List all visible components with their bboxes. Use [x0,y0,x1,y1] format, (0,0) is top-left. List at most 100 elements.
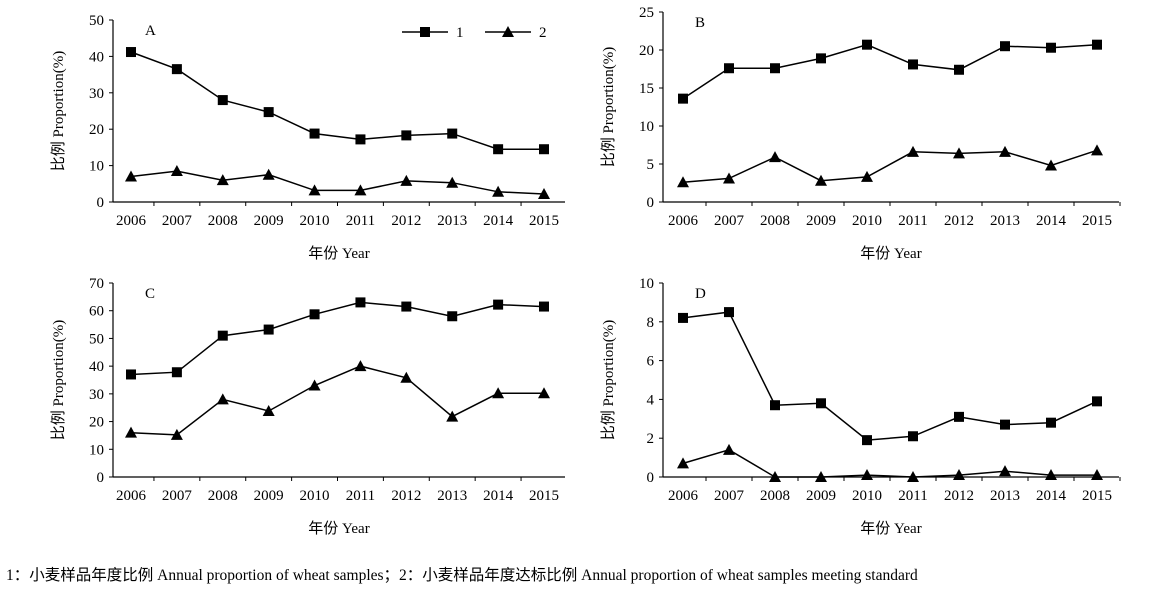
x-axis-title: 年份 Year [860,520,921,537]
data-point-square [539,144,549,155]
x-tick-label: 2011 [898,213,927,229]
data-point-triangle [815,471,827,482]
x-tick-label: 2010 [300,488,330,504]
series-line-2 [682,448,1097,478]
y-tick-label: 20 [639,43,654,59]
data-point-triangle [999,145,1011,157]
data-point-triangle [308,379,321,391]
y-tick-label: 10 [639,119,654,135]
legend-label: 1 [456,25,464,41]
x-tick-label: 2015 [529,213,559,229]
data-point-square [678,312,688,323]
y-tick-label: 6 [647,354,655,370]
data-point-square [171,64,182,75]
x-tick-label: 2014 [1036,488,1067,504]
data-point-triangle [953,469,965,481]
y-tick-label: 4 [647,392,655,408]
data-point-square [954,411,964,422]
x-tick-label: 2015 [1082,488,1112,504]
data-point-triangle [907,145,919,157]
x-tick-label: 2008 [208,213,238,229]
data-point-square [309,128,320,139]
data-point-square [862,435,872,446]
y-axis-title: 比例 Proportion(%) [50,51,67,171]
y-tick-label: 60 [89,304,104,320]
data-point-square [1046,42,1056,53]
series-line-2 [130,365,544,436]
data-point-triangle [446,176,459,188]
data-point-square [126,47,136,58]
y-tick-label: 5 [647,157,655,173]
x-tick-label: 2010 [852,213,882,229]
x-tick-label: 2014 [483,213,514,229]
series-line-2 [130,170,545,195]
legend-marker-triangle [502,26,514,37]
data-point-square [770,63,780,74]
x-tick-label: 2011 [898,488,927,504]
x-tick-label: 2008 [208,488,238,504]
data-point-triangle [677,457,689,469]
data-point-triangle [538,187,550,199]
data-point-triangle [492,387,505,399]
y-tick-label: 0 [647,470,655,486]
data-point-triangle [125,426,137,438]
y-tick-label: 10 [89,442,104,458]
data-point-triangle [216,393,229,405]
data-point-triangle [308,184,321,196]
y-tick-label: 8 [647,315,655,331]
data-point-square [770,400,780,411]
x-tick-label: 2012 [944,213,974,229]
y-tick-label: 30 [89,86,104,102]
data-point-triangle [861,469,873,481]
data-point-square [401,130,412,141]
data-point-square [447,128,458,139]
x-tick-label: 2012 [391,213,421,229]
data-point-triangle [1091,469,1103,481]
data-point-triangle [953,147,965,159]
data-point-square [493,299,504,310]
y-tick-label: 40 [89,49,104,65]
x-tick-label: 2012 [944,488,974,504]
data-point-square [171,367,182,378]
y-tick-label: 0 [647,195,655,211]
y-tick-label: 50 [89,13,104,29]
data-point-triangle [815,174,827,186]
x-tick-label: 2013 [990,213,1020,229]
figure-caption: 1：小麦样品年度比例 Annual proportion of wheat sa… [6,567,918,584]
series-line-1 [682,43,1098,100]
x-tick-label: 2009 [806,213,836,229]
chart-panel-c: 0 10 20 30 40 50 60 70 2006 2007 2008 2009 2010 2011 2… [50,276,565,537]
y-tick-label: 10 [639,276,654,292]
y-tick-label: 15 [639,81,654,97]
y-axis-title: 比例 Proportion(%) [600,47,617,167]
y-tick-label: 25 [639,5,654,21]
data-point-square [908,59,918,70]
data-point-triangle [769,471,781,482]
data-point-triangle [125,170,137,182]
chart-panel-d: 0 2 4 6 8 10 2006 2007 2008 2009 2010 2011 2012 2013 2… [600,276,1121,537]
x-tick-label: 2014 [483,488,514,504]
data-point-square [1092,39,1102,50]
data-point-triangle [400,371,413,383]
x-axis-title: 年份 Year [860,245,921,262]
series-line-1 [682,311,1098,441]
data-point-square [1046,417,1056,428]
data-point-triangle [262,168,275,180]
data-point-triangle [907,471,919,482]
x-tick-label: 2006 [116,213,147,229]
series-line-1 [130,51,544,150]
data-point-triangle [262,405,275,417]
y-tick-label: 50 [89,331,104,347]
series-line-2 [682,149,1098,183]
legend-marker-square [420,27,430,37]
data-point-square [126,369,136,380]
x-tick-label: 2011 [346,488,375,504]
x-tick-label: 2012 [391,488,421,504]
data-point-triangle [769,151,781,163]
x-tick-label: 2006 [668,488,699,504]
y-axis-title: 比例 Proportion(%) [600,320,617,440]
data-point-square [1092,396,1102,407]
y-tick-label: 70 [89,276,104,292]
